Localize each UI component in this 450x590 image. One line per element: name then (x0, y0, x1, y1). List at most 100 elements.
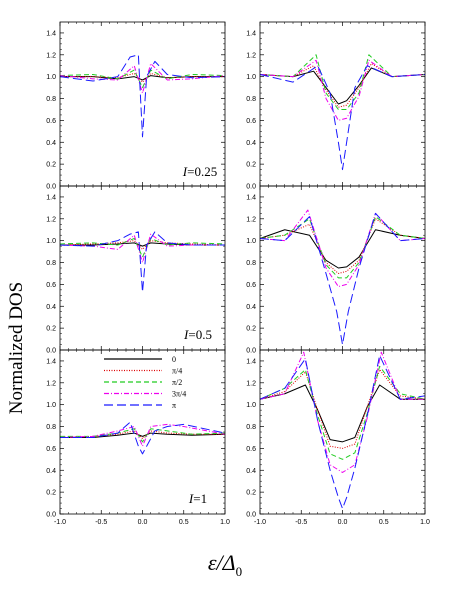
series-line (259, 351, 425, 473)
x-tick-label: -0.5 (295, 519, 307, 526)
series-line (259, 54, 426, 110)
y-tick-label: 0.6 (246, 446, 256, 453)
y-tick-label: 0.2 (246, 326, 256, 333)
y-tick-label: 1.2 (46, 216, 56, 223)
series-line (59, 63, 226, 94)
y-tick-label: 1.0 (46, 238, 56, 245)
y-tick-label: 0.2 (246, 162, 256, 169)
y-tick-label: 0.4 (46, 140, 56, 147)
series-line (259, 218, 426, 274)
y-tick-label: 0.4 (46, 304, 56, 311)
y-tick-label: 0.0 (46, 512, 56, 519)
y-tick-label: 1.2 (46, 380, 56, 387)
y-tick-label: 1.4 (246, 30, 256, 37)
x-tick-label: 0.0 (338, 519, 348, 526)
series-line (59, 69, 226, 89)
plot-frame (259, 21, 426, 187)
y-tick-label: 0.2 (46, 490, 56, 497)
series-line (59, 430, 225, 440)
series-line (259, 65, 426, 171)
y-axis-label: Normalized DOS (6, 282, 27, 414)
series-line (259, 67, 426, 105)
annotation-i-025: I=0.25 (182, 164, 217, 179)
y-tick-label: 0.6 (46, 446, 56, 453)
panel-row1-right: 0.0 0.2 0.4 0.6 0.8 1.0 1.2 1.4 (246, 21, 426, 191)
series-line (259, 229, 426, 269)
x-axis-label: ε/Δ0 (208, 550, 242, 579)
y-tick-label: 0.4 (246, 304, 256, 311)
plot-frame (59, 185, 226, 351)
y-tick-label: 1.4 (246, 194, 256, 201)
annotation-var: I (183, 327, 189, 342)
y-tick-label: 1.4 (46, 30, 56, 37)
y-tick-label: 1.0 (46, 74, 56, 81)
plot-frame (59, 21, 226, 187)
y-tick-label: 0.6 (246, 282, 256, 289)
y-tick-label: 1.2 (246, 216, 256, 223)
series-line (259, 212, 426, 346)
series-line (60, 75, 225, 81)
x-tick-label: -0.5 (95, 519, 107, 526)
plot-frame (259, 349, 426, 515)
legend: 0 π/4 π/2 3π/4 π (104, 355, 186, 410)
series-line (259, 369, 426, 449)
series-line (259, 354, 426, 510)
y-tick-label: 0.8 (246, 424, 256, 431)
annotation-var: I (188, 491, 194, 506)
legend-label: 0 (172, 355, 176, 364)
series-line (60, 428, 226, 443)
y-tick-label: 0.2 (246, 490, 256, 497)
x-tick-label: -1.0 (54, 519, 66, 526)
legend-label: 3π/4 (172, 390, 186, 399)
x-tick-label: 0.5 (379, 519, 389, 526)
x-tick-label: 0.5 (179, 519, 189, 526)
y-tick-label: 1.4 (46, 358, 56, 365)
y-tick-label: 0.0 (246, 348, 256, 355)
y-tick-label: 1.2 (246, 52, 256, 59)
y-tick-label: 0.8 (46, 260, 56, 267)
y-tick-label: 1.0 (246, 402, 256, 409)
series-line (59, 233, 225, 264)
annotation-i-05: I=0.5 (183, 327, 212, 342)
annotation-value: =0.5 (188, 327, 212, 342)
y-tick-label: 0.8 (246, 96, 256, 103)
series-line (259, 384, 425, 443)
x-tick-label: 1.0 (220, 519, 230, 526)
annotation-value: =0.25 (187, 164, 217, 179)
series-line (259, 216, 426, 279)
series-line (60, 432, 226, 438)
y-tick-label: 0.8 (46, 96, 56, 103)
y-tick-label: 0.0 (246, 184, 256, 191)
panel-row3-right: 0.0 0.2 0.4 0.6 0.8 1.0 1.2 1.4 -1.0 -0.5 0.0 0.5 1.… (246, 349, 430, 526)
legend-label: π/2 (172, 378, 182, 387)
legend-label: π (172, 401, 176, 410)
series-line (59, 54, 226, 138)
series-line (60, 421, 226, 455)
x-axis-label-subscript: 0 (236, 564, 243, 579)
y-tick-label: 0.6 (46, 282, 56, 289)
y-tick-label: 0.8 (246, 260, 256, 267)
series-line (259, 209, 426, 288)
y-tick-label: 1.4 (46, 194, 56, 201)
y-tick-label: 1.0 (246, 238, 256, 245)
annotation-i-1: I=1 (188, 491, 207, 506)
series-line (59, 423, 226, 447)
y-tick-label: 0.0 (46, 184, 56, 191)
annotation-var: I (182, 164, 188, 179)
y-tick-label: 1.0 (246, 74, 256, 81)
plot-frame (59, 349, 226, 515)
y-tick-label: 0.4 (46, 468, 56, 475)
series-line (259, 365, 426, 460)
y-tick-label: 1.4 (246, 358, 256, 365)
x-axis-label-symbol: ε/Δ (208, 550, 236, 575)
y-tick-label: 1.0 (46, 402, 56, 409)
chart-panels: 0.0 0.2 0.4 0.6 0.8 1.0 1.2 1.4 0.0 0.2 0.4 0.6 0.8 1… (46, 21, 430, 526)
annotation-value: =1 (193, 491, 207, 506)
panel-row2-right: 0.0 0.2 0.4 0.6 0.8 1.0 1.2 1.4 (246, 185, 426, 355)
x-tick-label: -1.0 (254, 519, 266, 526)
y-tick-label: 0.6 (246, 118, 256, 125)
legend-label: π/4 (172, 367, 182, 376)
series-line (59, 231, 225, 293)
y-tick-label: 0.4 (246, 140, 256, 147)
